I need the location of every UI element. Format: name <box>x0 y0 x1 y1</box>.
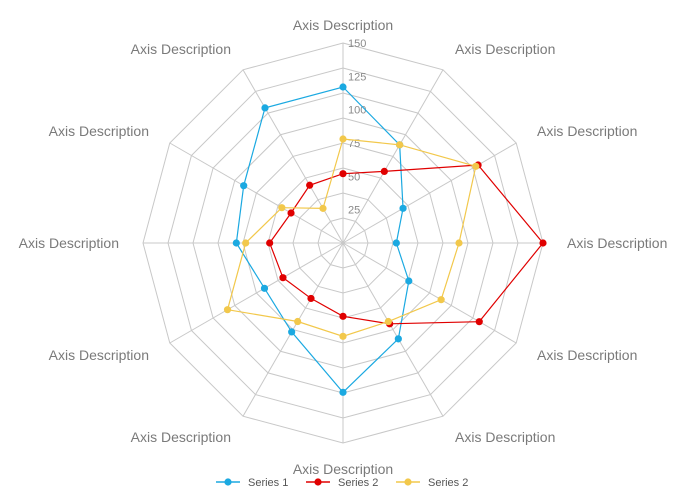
data-point <box>319 204 327 212</box>
axis-label: Axis Description <box>293 17 393 33</box>
data-point <box>455 239 463 247</box>
data-point <box>339 83 347 91</box>
data-point <box>339 332 347 340</box>
data-point <box>279 274 287 282</box>
axis-spoke <box>342 69 444 244</box>
tick-label: 25 <box>348 205 360 217</box>
data-point <box>399 204 407 212</box>
legend-swatch-marker <box>224 478 232 486</box>
tick-label: 125 <box>348 71 366 83</box>
legend-item: Series 2 <box>306 477 378 489</box>
axis-label: Axis Description <box>537 123 637 139</box>
data-point <box>472 162 480 170</box>
data-point <box>287 209 295 217</box>
data-point <box>307 294 315 303</box>
data-point <box>475 318 483 326</box>
data-point <box>405 277 413 285</box>
data-point <box>394 335 402 343</box>
legend-swatch-marker <box>314 478 322 486</box>
axis-spoke <box>342 242 517 344</box>
data-point <box>380 167 388 176</box>
legend-item: Series 1 <box>216 477 288 489</box>
data-point <box>339 170 347 178</box>
legend-label: Series 2 <box>428 477 468 489</box>
axis-label: Axis Description <box>455 429 555 445</box>
data-point <box>339 388 347 396</box>
data-point <box>261 104 269 112</box>
tick-label: 100 <box>348 105 366 117</box>
tick-label: 150 <box>348 38 366 50</box>
axis-label: Axis Description <box>131 41 231 57</box>
data-point <box>240 182 248 190</box>
legend: Series 1 Series 2 Series 2 <box>216 477 468 489</box>
data-point <box>396 141 404 149</box>
axis-label: Axis Description <box>131 429 231 445</box>
series-line <box>235 86 410 394</box>
series-1 <box>232 83 413 396</box>
axis-labels: Axis Description Axis Description Axis Des… <box>19 17 668 477</box>
data-point <box>306 181 314 189</box>
legend-swatch-marker <box>404 478 412 486</box>
data-point <box>539 239 547 247</box>
data-point <box>242 239 250 247</box>
axis-spoke <box>342 142 517 244</box>
data-point <box>339 135 347 143</box>
data-point <box>339 312 347 320</box>
data-point <box>278 204 286 212</box>
legend-item: Series 2 <box>396 477 468 489</box>
axis-label: Axis Description <box>567 235 667 251</box>
data-point <box>392 239 400 247</box>
data-point <box>260 284 269 292</box>
data-point <box>384 317 392 326</box>
tick-label: 50 <box>348 171 360 183</box>
grid-layer <box>142 42 544 444</box>
data-point <box>294 317 302 326</box>
axis-spoke <box>169 242 344 344</box>
data-point <box>288 328 296 336</box>
axis-label: Axis Description <box>455 41 555 57</box>
data-point <box>223 306 232 314</box>
axis-spoke <box>342 242 444 417</box>
axis-spoke <box>242 69 344 244</box>
legend-label: Series 2 <box>338 477 378 489</box>
axis-spoke <box>169 142 344 244</box>
axis-label: Axis Description <box>293 461 393 477</box>
axis-label: Axis Description <box>49 123 149 139</box>
axis-label: Axis Description <box>19 235 119 251</box>
data-point <box>232 239 240 247</box>
data-point <box>266 239 274 247</box>
series-3 <box>223 135 480 340</box>
data-point <box>437 296 445 304</box>
axis-label: Axis Description <box>49 347 149 363</box>
series-layer <box>223 83 547 396</box>
legend-label: Series 1 <box>248 477 288 489</box>
axis-label: Axis Description <box>537 347 637 363</box>
